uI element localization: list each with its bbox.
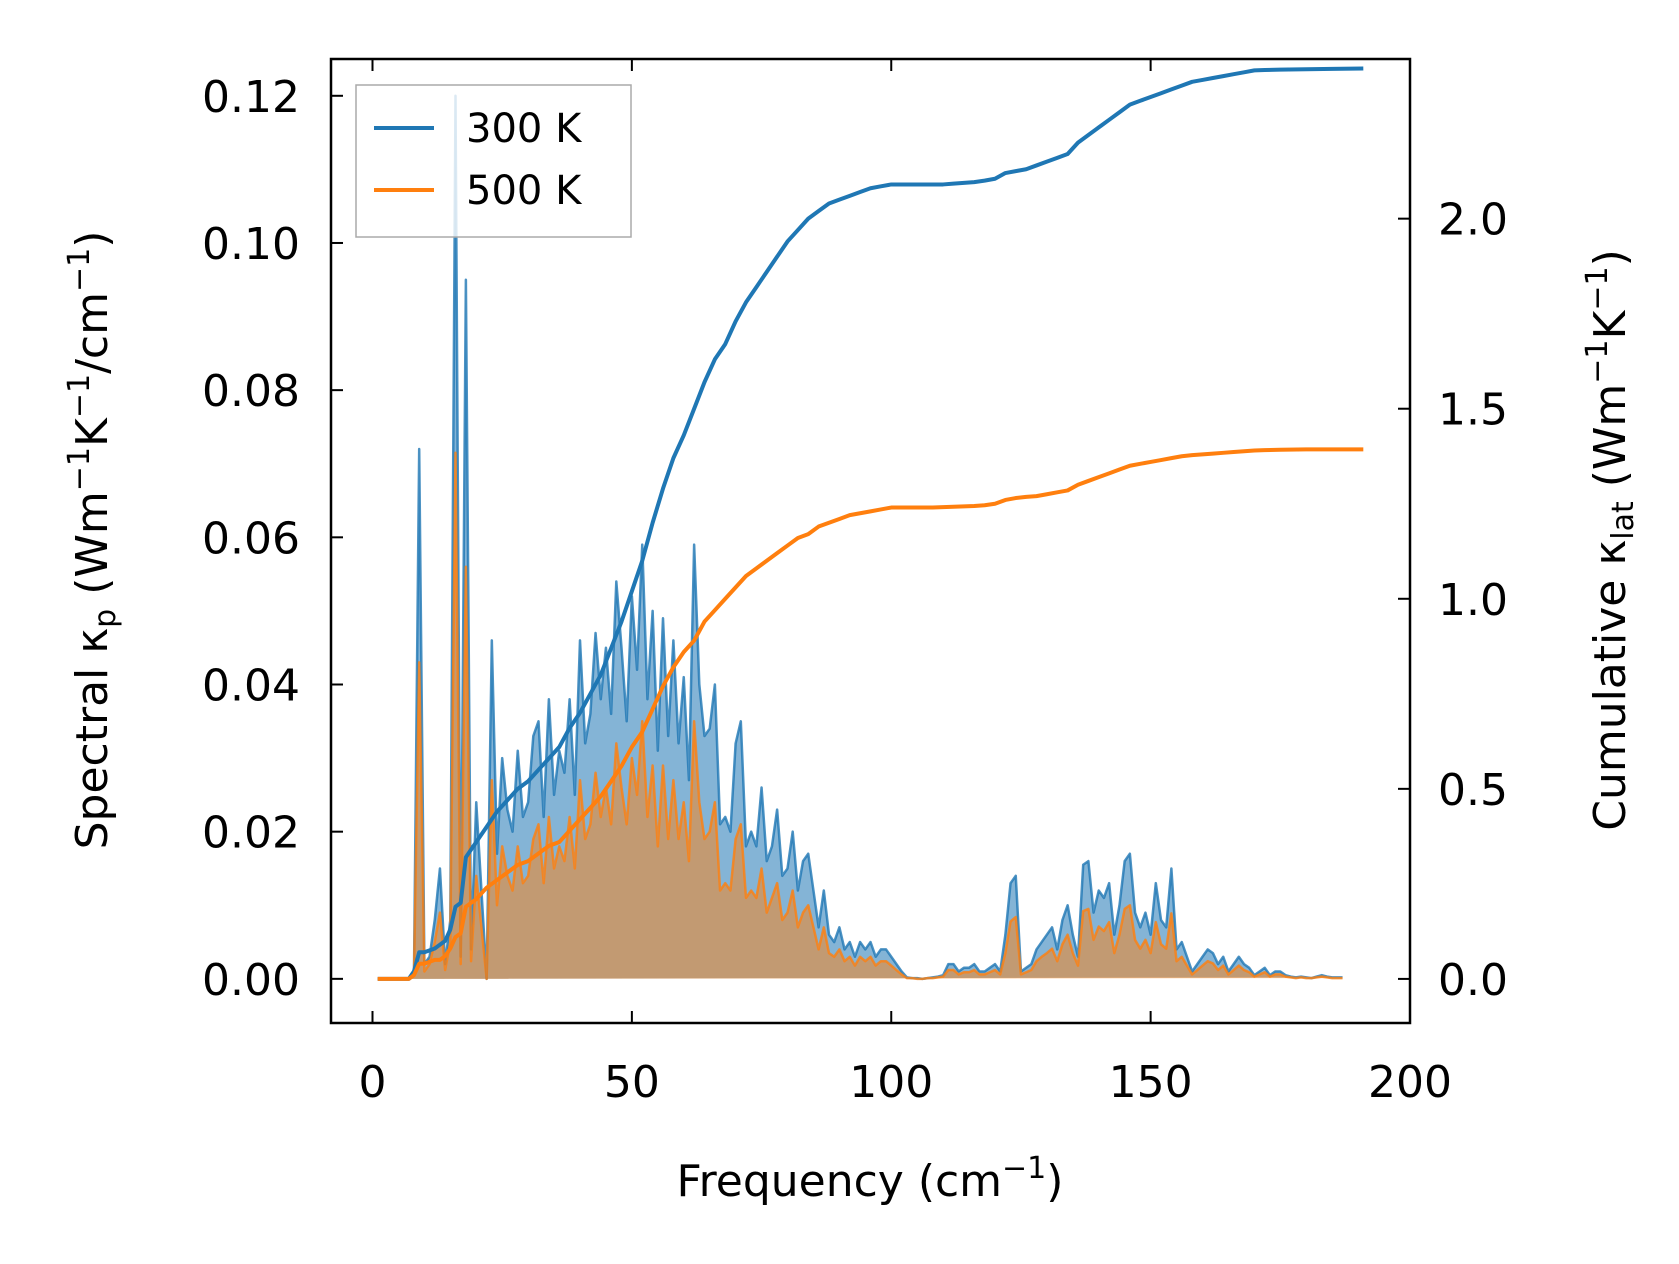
spectral-line-500k [377,451,1343,981]
y-left-title-sup-b: −1 [62,374,97,418]
cumulative-line-500k [377,447,1364,981]
cumulative-line-300k [377,66,1364,981]
y-left-tick-label: 0.02 [202,808,300,859]
spectral-line-300k [377,94,1343,981]
y-right-title-unit-b: K [1585,309,1636,339]
y-left-title-unit-d: ) [67,231,118,248]
y-right-title-prefix: Cumulative κ [1585,540,1636,831]
y-left-tick-label: 0.08 [202,366,300,417]
legend-label-300k: 300 K [466,106,583,152]
y-right-tick-label: 1.5 [1438,385,1508,436]
plot-layer [377,66,1364,981]
y-right-title-unit-c: ) [1585,249,1636,266]
plot-frame [329,57,1412,1025]
y-left-title-unit-a: (Wm [67,491,118,609]
y-left-tick-label: 0.10 [202,219,300,270]
y-left-tick-label: 0.04 [202,660,300,711]
x-tick-label: 100 [849,1057,933,1108]
y-axis-right-title: Cumulative κlat (Wm−1K−1) [1580,249,1641,831]
legend-label-500k: 500 K [466,168,583,214]
x-tick-label: 50 [604,1057,660,1108]
tick-layer: 0 50 100 150 200 0.00 0.02 0.04 0.06 0.08 0.10 0.12… [202,59,1508,1108]
y-right-tick-label: 0.0 [1438,955,1508,1006]
y-right-tick-label: 0.5 [1438,765,1508,816]
y-left-title-unit-b: K [67,417,118,447]
legend: 300 K 500 K [355,84,632,238]
x-axis-title-main: Frequency (cm [677,1156,1003,1207]
y-left-tick-label: 0.06 [202,513,300,564]
y-left-title-sub: p [88,609,123,628]
y-right-title-sup-a: −1 [1580,339,1615,383]
y-right-tick-label: 2.0 [1438,195,1508,246]
y-left-tick-label: 0.12 [202,72,300,123]
y-right-title-unit-a: (Wm [1585,384,1636,502]
y-left-tick-label: 0.00 [202,955,300,1006]
y-left-title-unit-c: /cm [67,292,118,374]
y-axis-left-title: Spectral κp (Wm−1K−1/cm−1) [62,231,123,850]
y-right-title-sup-b: −1 [1580,266,1615,310]
x-tick-label: 0 [359,1057,387,1108]
x-tick-label: 150 [1109,1057,1193,1108]
y-right-title-sub: lat [1606,501,1641,540]
x-tick-label: 200 [1368,1057,1452,1108]
y-left-title-sup-c: −1 [62,248,97,292]
spectral-area-500k [377,452,1343,979]
x-axis-title-sup: −1 [1002,1151,1046,1186]
x-axis-title-end: ) [1046,1156,1063,1207]
y-left-title-prefix: Spectral κ [67,628,118,850]
y-left-title-sup-a: −1 [62,447,97,491]
x-axis-title: Frequency (cm−1) [677,1151,1064,1207]
legend-box [355,84,632,238]
y-right-tick-label: 1.0 [1438,575,1508,626]
